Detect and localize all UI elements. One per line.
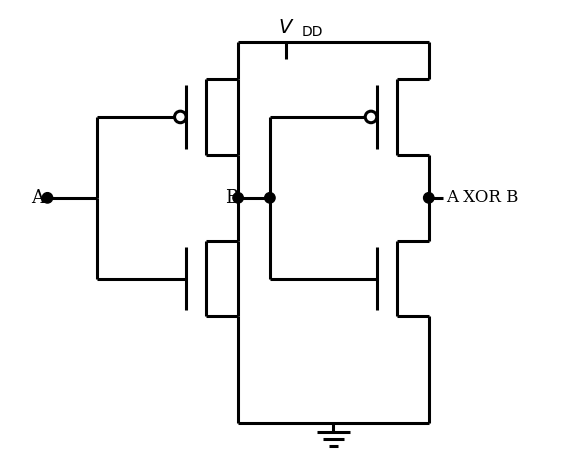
Text: B: B [225, 189, 238, 207]
Circle shape [265, 193, 275, 203]
Text: DD: DD [302, 25, 323, 39]
Circle shape [233, 193, 243, 203]
Circle shape [42, 193, 53, 203]
Text: A XOR B: A XOR B [446, 189, 519, 206]
Text: A: A [32, 189, 45, 207]
Text: $\mathit{V}$: $\mathit{V}$ [278, 18, 294, 37]
Circle shape [424, 193, 434, 203]
